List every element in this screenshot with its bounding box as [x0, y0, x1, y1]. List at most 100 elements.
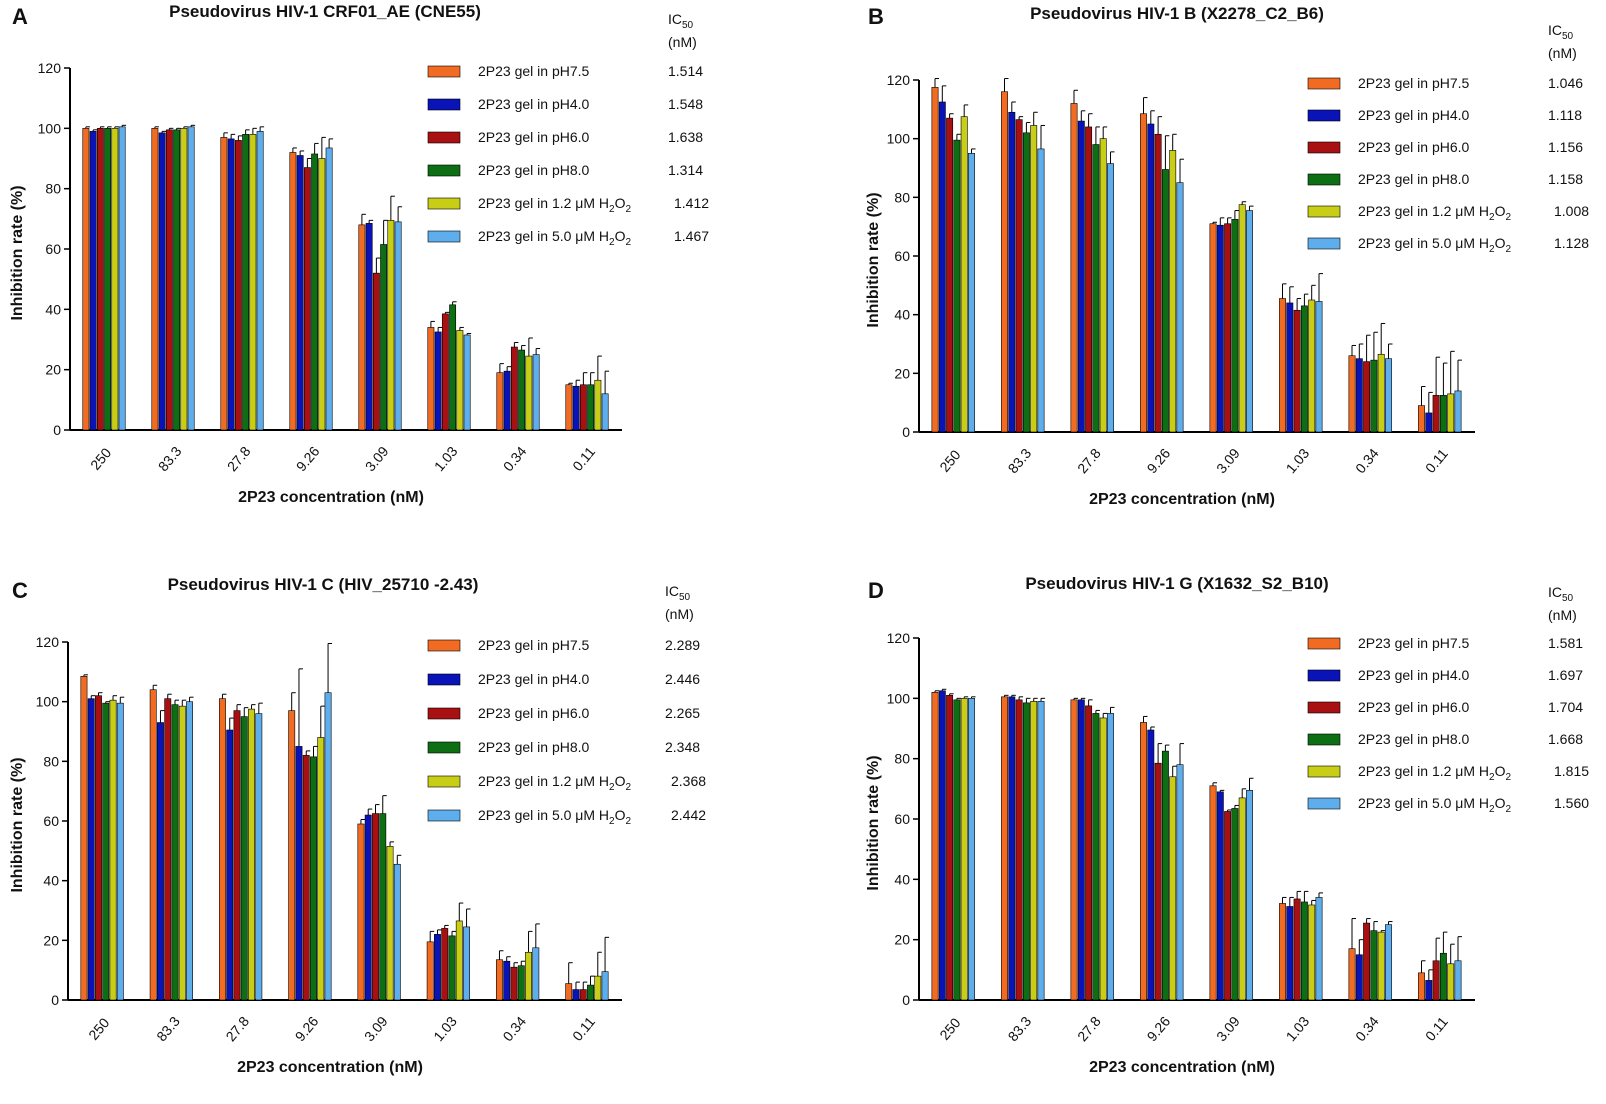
bar: [525, 951, 532, 1001]
x-tick-label: 0.34: [1352, 1013, 1382, 1044]
legend-label: 2P23 gel in pH7.5: [478, 63, 590, 79]
bar: [111, 128, 119, 431]
legend-subscript: 2: [625, 237, 631, 248]
bar: [1030, 125, 1038, 433]
bar: [449, 304, 457, 431]
y-tick-label: 60: [894, 248, 910, 264]
bar: [1085, 126, 1093, 433]
bar: [289, 152, 297, 431]
bar: [953, 699, 961, 1001]
legend-swatch: [427, 230, 461, 243]
bar: [1286, 302, 1294, 433]
bar: [503, 960, 511, 1001]
bar: [1077, 699, 1085, 1001]
bar: [572, 385, 580, 431]
x-tick-label: 3.09: [361, 1013, 391, 1044]
bar: [158, 132, 166, 431]
bar: [532, 947, 540, 1001]
bar: [938, 101, 946, 433]
bar: [565, 983, 573, 1001]
bar: [1355, 954, 1363, 1001]
panel-label: B: [868, 4, 884, 29]
legend-subscript: 2: [609, 237, 615, 248]
bar: [1092, 713, 1100, 1001]
bar: [1425, 412, 1433, 433]
y-tick-label: 40: [43, 873, 59, 889]
legend-label: 2P23 gel in 1.2 μM H2O2: [478, 195, 631, 215]
bar: [1363, 361, 1371, 433]
bar: [1246, 210, 1253, 433]
bar: [180, 128, 188, 431]
ic50-value: 1.697: [1548, 667, 1583, 683]
bar: [1231, 219, 1239, 433]
ic50-value: 1.704: [1548, 699, 1583, 715]
x-tick-label: 83.3: [1005, 1013, 1035, 1044]
legend-swatch: [427, 639, 461, 652]
x-tick-label: 27.8: [1074, 1013, 1104, 1044]
x-axis-label: 2P23 concentration (nM): [1089, 491, 1275, 508]
bar: [242, 134, 250, 431]
bar: [227, 138, 235, 431]
y-tick-label: 100: [887, 131, 911, 147]
legend-label: 2P23 gel in pH4.0: [478, 96, 590, 112]
legend-swatch: [427, 775, 461, 788]
bar: [82, 128, 90, 431]
bar: [102, 702, 110, 1001]
bar: [149, 689, 157, 1001]
ic50-unit: (nM): [1548, 607, 1577, 623]
chart-panel-d: D Pseudovirus HIV-1 G (X1632_S2_B10) 0 20 40…: [865, 574, 1589, 1076]
y-tick-label: 40: [894, 871, 910, 887]
bar: [1238, 204, 1246, 433]
bar: [587, 384, 595, 431]
legend-label: 2P23 gel in pH6.0: [1358, 699, 1470, 715]
y-tick-label: 20: [45, 362, 61, 378]
bar: [931, 691, 939, 1001]
legend-label-part: O: [615, 195, 626, 211]
bar: [357, 823, 365, 1001]
ic50-value: 1.314: [668, 162, 703, 178]
y-tick-label: 120: [38, 60, 62, 76]
bar: [1439, 952, 1447, 1001]
bar: [496, 372, 504, 431]
bar: [1216, 224, 1224, 433]
bar: [968, 698, 975, 1001]
bar: [226, 729, 234, 1001]
y-tick-label: 80: [45, 181, 61, 197]
bar: [219, 698, 226, 1001]
legend-swatch: [427, 809, 461, 822]
ic50-value: 1.156: [1548, 139, 1583, 155]
x-tick-label: 0.34: [1352, 445, 1382, 476]
bar: [1385, 358, 1392, 433]
legend-swatch: [427, 98, 461, 111]
chart-title: Pseudovirus HIV-1 G (X1632_S2_B10): [1025, 574, 1328, 593]
legend-swatch: [1307, 669, 1341, 682]
y-axis-label: Inhibition rate (%): [9, 185, 26, 320]
x-tick-label: 1.03: [1283, 445, 1313, 476]
bar: [510, 966, 518, 1001]
bar: [1008, 696, 1016, 1001]
bar: [325, 147, 333, 431]
x-tick-label: 3.09: [1213, 445, 1243, 476]
bar: [1176, 764, 1184, 1001]
y-axis-label: Inhibition rate (%): [865, 192, 882, 327]
y-tick-label: 60: [894, 811, 910, 827]
chart-panel-b: B Pseudovirus HIV-1 B (X2278_C2_B6) 0 20 40 6…: [865, 4, 1589, 508]
ic50-value: 1.412: [674, 195, 709, 211]
x-tick-label: 250: [85, 1015, 112, 1043]
legend-swatch: [427, 164, 461, 177]
legend-label: 2P23 gel in pH8.0: [1358, 731, 1470, 747]
bar: [518, 349, 526, 431]
bar: [372, 272, 380, 431]
bar: [317, 737, 325, 1001]
x-tick-label: 250: [87, 445, 114, 473]
bar: [938, 690, 946, 1001]
legend-swatch: [427, 673, 461, 686]
bar: [288, 710, 296, 1001]
bar: [1447, 963, 1455, 1001]
bar: [594, 379, 602, 431]
legend-swatch: [1307, 205, 1341, 218]
bar: [1454, 390, 1462, 433]
ic50-value: 1.514: [668, 63, 703, 79]
legend-subscript: 2: [625, 782, 631, 793]
legend-subscript: 2: [1505, 804, 1511, 815]
